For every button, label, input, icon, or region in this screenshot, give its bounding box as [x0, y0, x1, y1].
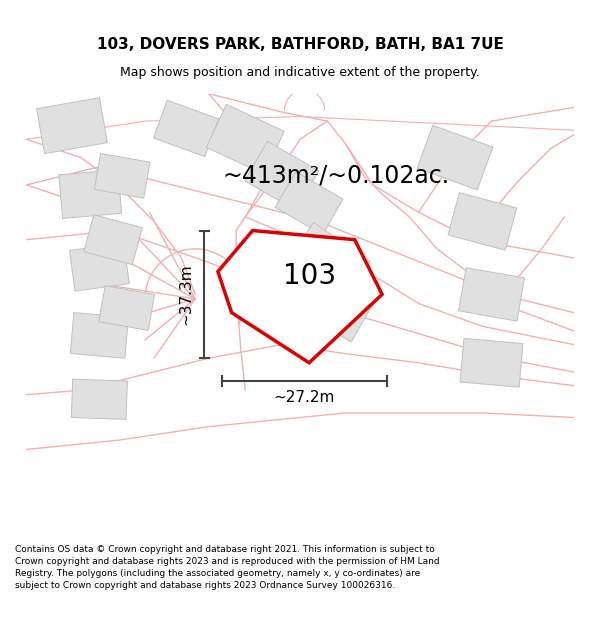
Polygon shape	[245, 141, 319, 211]
Polygon shape	[84, 214, 142, 264]
Polygon shape	[99, 286, 155, 331]
Polygon shape	[285, 222, 370, 302]
Polygon shape	[70, 312, 128, 358]
Polygon shape	[417, 125, 493, 190]
Polygon shape	[275, 172, 343, 234]
Polygon shape	[37, 98, 107, 154]
Polygon shape	[154, 100, 218, 157]
Polygon shape	[70, 243, 130, 291]
Polygon shape	[460, 338, 523, 387]
Polygon shape	[218, 231, 382, 362]
Text: 103: 103	[283, 262, 336, 290]
Polygon shape	[206, 104, 284, 174]
Text: Contains OS data © Crown copyright and database right 2021. This information is : Contains OS data © Crown copyright and d…	[15, 545, 440, 590]
Polygon shape	[94, 154, 150, 198]
Text: ~37.3m: ~37.3m	[179, 264, 194, 325]
Polygon shape	[458, 268, 524, 321]
Polygon shape	[71, 379, 127, 419]
Polygon shape	[59, 169, 122, 219]
Polygon shape	[300, 274, 373, 342]
Text: ~27.2m: ~27.2m	[274, 390, 335, 405]
Text: Map shows position and indicative extent of the property.: Map shows position and indicative extent…	[120, 66, 480, 79]
Polygon shape	[448, 192, 517, 250]
Text: ~413m²/~0.102ac.: ~413m²/~0.102ac.	[223, 164, 450, 188]
Text: 103, DOVERS PARK, BATHFORD, BATH, BA1 7UE: 103, DOVERS PARK, BATHFORD, BATH, BA1 7U…	[97, 37, 503, 52]
